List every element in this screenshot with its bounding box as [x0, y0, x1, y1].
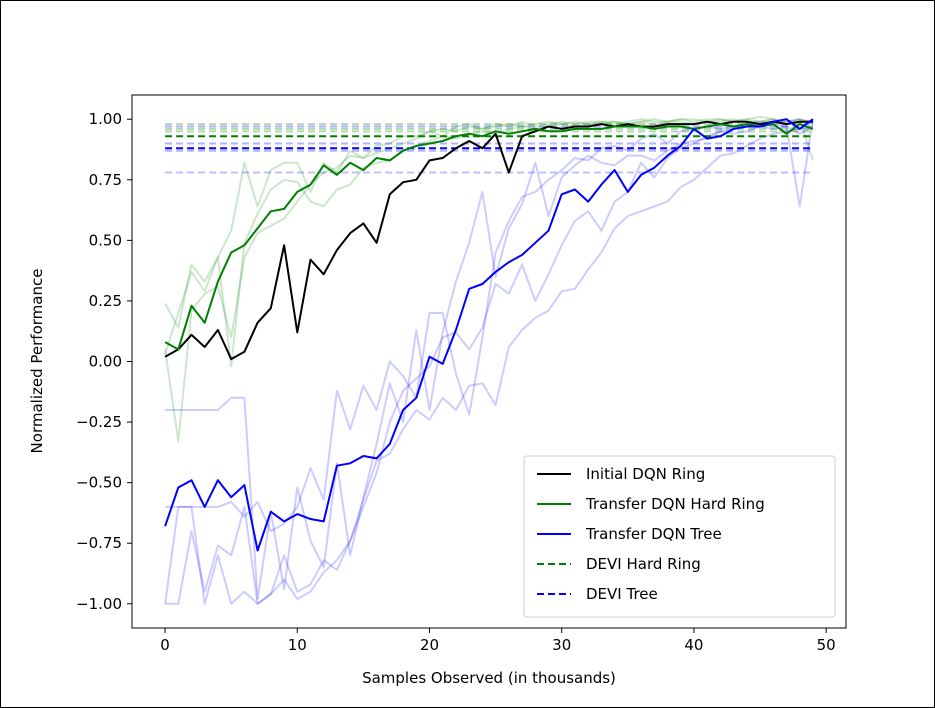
y-axis-ticks: 1.00 0.75 0.50 0.25 0.00 −0.25 −0.50 −0.75 −1.00 [76, 110, 132, 613]
x-axis-label: Samples Observed (in thousands) [362, 669, 616, 687]
legend-label-devi-tree: DEVI Tree [586, 585, 658, 603]
faded-run-line-3 [165, 125, 814, 600]
faded-run-line-1 [164, 118, 814, 443]
series-line-transfer-dqn-hard-ring [164, 123, 814, 351]
x-tick-label: 0 [160, 636, 170, 654]
y-tick-label: 0.50 [89, 231, 122, 249]
legend-label-transfer-dqn-hard-ring: Transfer DQN Hard Ring [585, 495, 765, 513]
x-tick-label: 20 [420, 636, 439, 654]
y-tick-label: 0.75 [89, 171, 122, 189]
x-tick-label: 10 [288, 636, 307, 654]
y-tick-label: 0.00 [89, 353, 122, 371]
x-tick-label: 40 [684, 636, 703, 654]
series-line-transfer-dqn-tree [164, 118, 814, 552]
x-axis-ticks: 0 10 20 30 40 50 [160, 628, 836, 654]
y-axis-label: Normalized Performance [28, 269, 46, 454]
legend-label-devi-hard-ring: DEVI Hard Ring [586, 555, 701, 573]
legend-label-initial-dqn-ring: Initial DQN Ring [586, 465, 705, 483]
y-tick-label: −1.00 [76, 595, 122, 613]
y-tick-label: −0.50 [76, 474, 122, 492]
legend-box [523, 455, 836, 618]
y-tick-label: −0.75 [76, 534, 122, 552]
y-tick-label: 0.25 [89, 292, 122, 310]
legend: Initial DQN Ring Transfer DQN Hard Ring Tr… [523, 455, 836, 618]
mean-series [164, 118, 814, 552]
x-tick-label: 30 [552, 636, 571, 654]
legend-label-transfer-dqn-tree: Transfer DQN Tree [585, 525, 722, 543]
faded-run-line-5 [164, 125, 814, 605]
series-line-initial-dqn-ring [164, 120, 813, 361]
x-tick-label: 50 [817, 636, 836, 654]
y-tick-label: 1.00 [89, 110, 122, 128]
y-tick-label: −0.25 [76, 413, 122, 431]
